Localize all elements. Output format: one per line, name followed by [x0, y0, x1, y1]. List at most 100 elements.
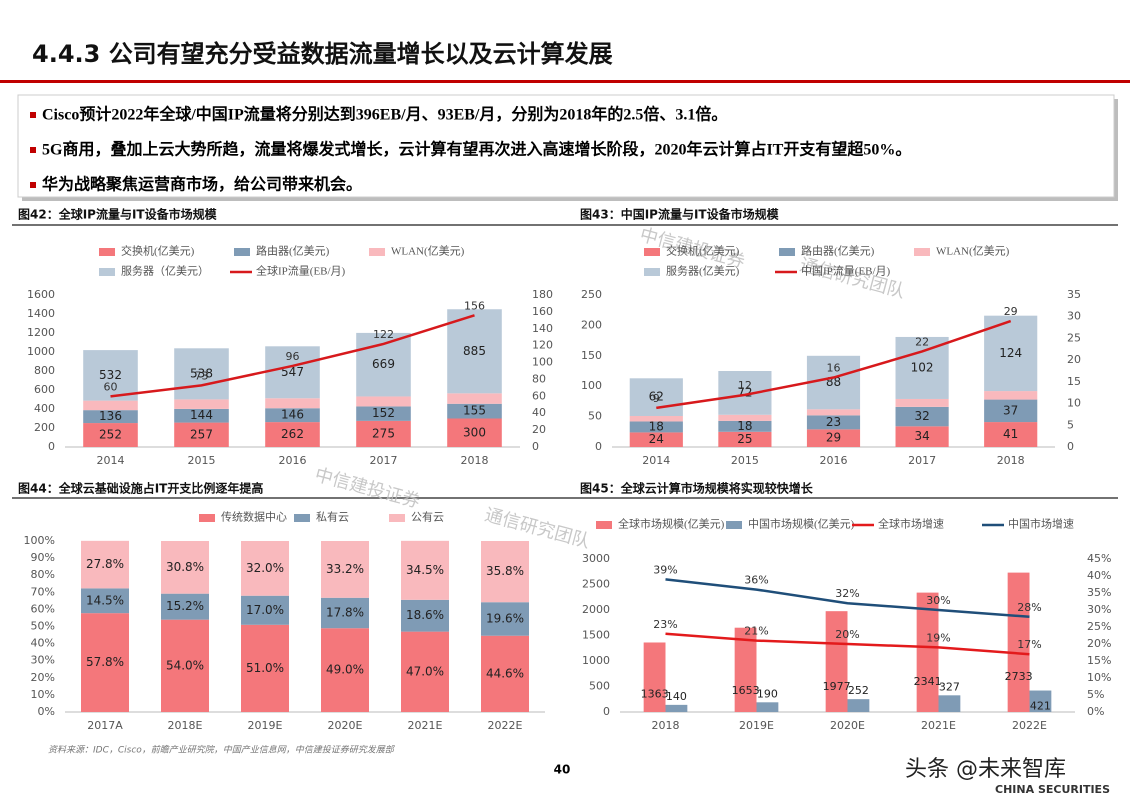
platform-mark: 头条 @未来智库: [905, 757, 1066, 782]
bar: [401, 599, 449, 632]
line-value-label: 22: [915, 335, 929, 348]
bar: [806, 409, 861, 416]
y2-tick-label: 15: [1067, 375, 1081, 388]
y-tick-label: 2500: [582, 578, 610, 591]
line-value-label: 16: [827, 362, 841, 375]
bar: [174, 348, 229, 400]
y-tick-label: 600: [34, 383, 55, 396]
y2-tick-label: 20: [532, 423, 546, 436]
bar: [916, 592, 939, 712]
legend-swatch: [294, 514, 310, 522]
bar-value-label: 34.5%: [406, 563, 444, 577]
y-tick-label: 150: [581, 349, 602, 362]
legend-label: 全球市场增速: [878, 517, 944, 531]
bar: [938, 695, 961, 712]
bar-value-label: 29: [826, 431, 841, 445]
bar: [629, 415, 683, 422]
legend-label: WLAN(亿美元): [391, 245, 465, 258]
y2-tick-label: 20: [1067, 353, 1081, 366]
bar-value-label: 17.8%: [326, 605, 364, 619]
chart-title: 图42：全球IP流量与IT设备市场规模: [18, 207, 218, 222]
legend-label: 交换机(亿美元): [121, 244, 195, 258]
y-tick-label: 20%: [31, 671, 55, 684]
bar: [718, 420, 772, 432]
bar-value-label: 155: [463, 404, 486, 418]
bar: [81, 588, 129, 614]
legend-swatch: [644, 248, 660, 256]
bar-value-label: 51.0%: [246, 661, 284, 675]
line-value-label: 17%: [1017, 638, 1041, 651]
bar: [481, 541, 529, 603]
bar-value-label: 532: [99, 368, 122, 382]
bar: [241, 595, 289, 625]
y-tick-label: 0: [595, 440, 602, 453]
line-series: [656, 319, 1012, 410]
line-value-label: 12: [738, 379, 752, 392]
bar: [895, 426, 949, 447]
line-value-label: 60: [104, 380, 118, 393]
y2-tick-label: 20%: [1087, 637, 1111, 650]
y2-tick-label: 140: [532, 322, 553, 335]
bar-value-label: 30.8%: [166, 560, 204, 574]
y-tick-label: 400: [34, 402, 55, 415]
x-tick-label: 2017: [370, 454, 398, 467]
bar: [356, 396, 411, 407]
bar-value-label: 124: [999, 346, 1022, 360]
bar-value-label: 538: [190, 366, 213, 380]
y-tick-label: 80%: [31, 568, 55, 581]
y-tick-label: 10%: [31, 688, 55, 701]
y-tick-label: 0: [48, 440, 55, 453]
legend-label: 私有云: [316, 510, 349, 524]
title-rule: [0, 80, 1130, 83]
x-tick-label: 2014: [642, 454, 670, 467]
bar-value-label: 57.8%: [86, 655, 124, 669]
bar: [895, 406, 949, 427]
line-value-label: 19%: [926, 631, 950, 644]
y2-tick-label: 100: [532, 356, 553, 369]
bar: [718, 414, 772, 421]
bar: [756, 702, 779, 712]
bar: [174, 422, 229, 447]
chart-title: 图43：中国IP流量与IT设备市场规模: [580, 207, 780, 222]
bar: [81, 613, 129, 712]
bar-value-label: 1653: [732, 684, 760, 697]
line-value-label: 96: [286, 350, 300, 363]
legend-label: 传统数据中心: [221, 510, 287, 524]
bar-value-label: 19.6%: [486, 611, 524, 625]
chart-title: 图44：全球云基础设施占IT开支比例逐年提高: [18, 481, 263, 496]
legend-label: 服务器(亿美元): [666, 265, 740, 278]
line-value-label: 20%: [835, 628, 859, 641]
bar-value-label: 144: [190, 408, 213, 422]
bar-value-label: 275: [372, 426, 395, 440]
bar-value-label: 136: [99, 409, 122, 423]
bar-value-label: 18.6%: [406, 608, 444, 622]
x-tick-label: 2019E: [248, 719, 283, 732]
y2-tick-label: 160: [532, 305, 553, 318]
y-tick-label: 30%: [31, 654, 55, 667]
bar: [83, 400, 138, 411]
line-value-label: 21%: [744, 625, 768, 638]
bar-value-label: 35.8%: [486, 564, 524, 578]
bar: [161, 593, 209, 620]
source-note: 资料来源：IDC，Cisco，前瞻产业研究院，中国产业信息网，中信建投证券研究发…: [48, 745, 396, 756]
y-tick-label: 70%: [31, 585, 55, 598]
y2-tick-label: 5: [1067, 418, 1074, 431]
bar-value-label: 32: [914, 409, 929, 423]
bar-value-label: 262: [281, 427, 304, 441]
y2-tick-label: 15%: [1087, 654, 1111, 667]
y-tick-label: 200: [581, 318, 602, 331]
y2-tick-label: 25%: [1087, 620, 1111, 633]
bar: [665, 704, 688, 712]
bar-value-label: 32.0%: [246, 561, 284, 575]
bullet-text: 华为战略聚焦运营商市场，给公司带来机会。: [42, 175, 362, 194]
chart-title: 图45：全球云计算市场规模将实现较快增长: [580, 481, 814, 496]
y-tick-label: 1000: [582, 654, 610, 667]
bar: [806, 355, 861, 410]
bar: [265, 346, 320, 399]
bar: [174, 399, 229, 409]
legend-label: 中国市场增速: [1008, 517, 1074, 531]
legend-label: 路由器(亿美元): [801, 244, 875, 258]
x-tick-label: 2017A: [87, 719, 123, 732]
line-value-label: 28%: [1017, 601, 1041, 614]
y-tick-label: 1400: [27, 307, 55, 320]
